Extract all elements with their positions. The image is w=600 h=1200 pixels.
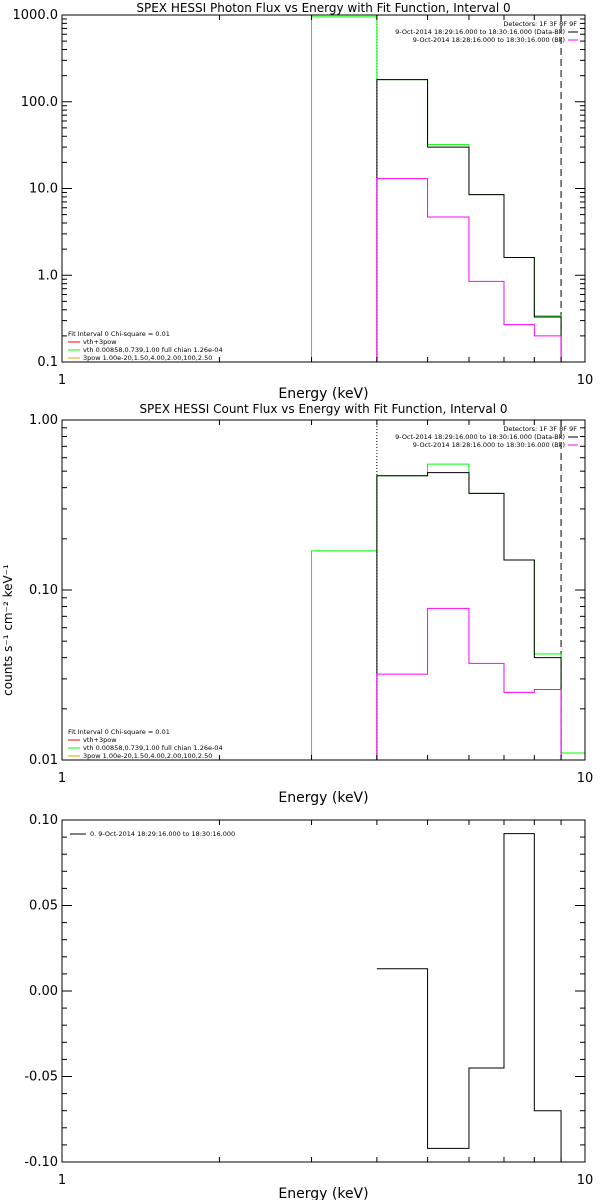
legend-entry: 9-Oct-2014 18:29:16.000 to 18:30:16.000 … [395, 433, 565, 441]
y-tick-label: -0.10 [24, 1155, 58, 1170]
plot-frame [61, 419, 586, 761]
x-axis-label: Energy (keV) [278, 790, 368, 806]
legend-entry: Detectors: 1F 3F 8F 9F [503, 425, 577, 433]
legend-entry: 0. 9-Oct-2014 18:29:16.000 to 18:30:16.0… [90, 830, 235, 838]
y-tick-label: 0.01 [29, 753, 58, 768]
y-tick-label: 1.0 [37, 268, 58, 283]
series-black-line [376, 472, 562, 760]
y-tick-label: 0.10 [29, 813, 58, 828]
y-tick-label: -0.05 [24, 1070, 58, 1085]
y-tick-label: 0.00 [29, 984, 58, 999]
x-tick-label: 10 [577, 373, 594, 388]
series-magenta-line [376, 178, 562, 362]
legend-entry: 9-Oct-2014 18:29:16.000 to 18:30:16.000 … [395, 28, 565, 36]
x-axis-label: Energy (keV) [278, 386, 368, 402]
series-green-line [311, 463, 586, 760]
legend-entry: vth 0.00858,0.739,1.00 full chian 1.26e-… [83, 744, 223, 752]
y-axis-label: counts s⁻¹ cm⁻² keV⁻¹ [1, 564, 15, 696]
y-tick-label: 100.0 [21, 95, 58, 110]
legend-entry: 3pow 1.00e-20,1.50,4.00,2.00,100,2.50 [83, 752, 212, 760]
legend-entry: vth 0.00858,0.739,1.00 full chian 1.26e-… [83, 346, 223, 354]
x-tick-label: 1 [58, 373, 66, 388]
chart-title: SPEX HESSI Count Flux vs Energy with Fit… [139, 402, 507, 416]
x-tick-label: 1 [58, 1173, 66, 1188]
y-tick-label: 1000.0 [13, 8, 59, 23]
legend-entry: 9-Oct-2014 18:28:16.000 to 18:30:16.000 … [413, 441, 565, 449]
legend-entry: Fit Interval 0 Chi-square = 0.01 [68, 728, 170, 736]
series-black-line [376, 79, 562, 362]
legend-entry: 3pow 1.00e-20,1.50,4.00,2.00,100,2.50 [83, 354, 212, 362]
x-tick-label: 1 [58, 771, 66, 786]
panel-count: SPEX HESSI Count Flux vs Energy with Fit… [1, 402, 593, 806]
plot-frame [61, 14, 586, 363]
legend-entry: Detectors: 1F 3F 8F 9F [503, 20, 577, 28]
y-tick-label: 1.00 [29, 413, 58, 428]
x-tick-label: 10 [577, 771, 594, 786]
y-tick-label: 10.0 [29, 182, 58, 197]
x-axis-label: Energy (keV) [278, 1186, 368, 1200]
series-green-line [311, 16, 562, 362]
y-tick-label: 0.10 [29, 583, 58, 598]
legend-entry: vth+3pow [83, 736, 117, 744]
legend-entry: Fit Interval 0 Chi-square = 0.01 [68, 330, 170, 338]
x-tick-label: 10 [577, 1173, 594, 1188]
y-tick-label: 0.1 [37, 355, 58, 370]
y-tick-label: 0.05 [29, 899, 58, 914]
series-black-line [376, 833, 562, 1162]
series-magenta-line [376, 607, 562, 760]
panel-residual: -0.10 -0.05 0.00 0.05 0.10 1 10 Energy (keV) 0. … [24, 813, 593, 1200]
legend-entry: vth+3pow [83, 338, 117, 346]
panel-photon: SPEX HESSI Photon Flux vs Energy with Fi… [13, 1, 594, 402]
chart-title: SPEX HESSI Photon Flux vs Energy with Fi… [136, 1, 510, 15]
legend-entry: 9-Oct-2014 18:28:16.000 to 18:30:16.000 … [413, 36, 565, 44]
plot-frame [61, 819, 586, 1163]
